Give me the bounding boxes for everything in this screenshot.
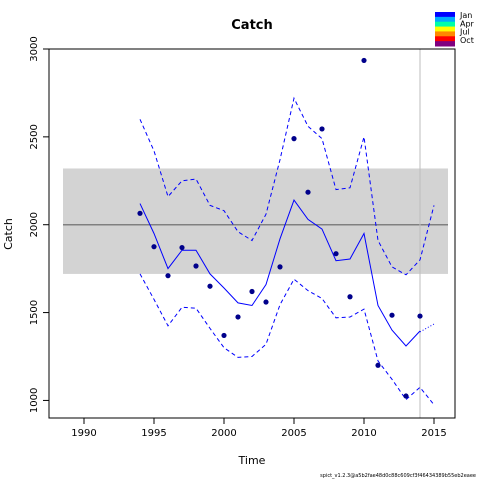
observed-point <box>389 312 395 318</box>
y-tick-label: 1000 <box>29 388 40 413</box>
observed-point <box>333 251 339 257</box>
y-tick-label: 3000 <box>29 36 40 61</box>
legend-color-swatch <box>435 31 455 37</box>
legend-color-swatch <box>435 16 455 23</box>
x-tick-label: 2005 <box>281 428 306 439</box>
observed-point <box>193 263 199 269</box>
x-tick-label: 2010 <box>351 428 376 439</box>
observed-point <box>319 126 325 132</box>
chart-title: Catch <box>231 18 273 33</box>
x-axis-label: Time <box>238 454 266 467</box>
observed-point <box>221 332 227 339</box>
observed-point <box>249 288 255 295</box>
footer-version: spict_v1.2.3@a5b2fae48d0c88c609cf3f46434… <box>320 473 476 479</box>
legend-color-swatch <box>435 12 455 18</box>
observed-point <box>263 299 269 305</box>
x-tick-label: 2015 <box>421 428 446 439</box>
estimate-line <box>139 199 421 347</box>
legend-color-swatch <box>435 41 455 47</box>
legend-color-swatch <box>435 36 455 42</box>
y-tick-label: 2000 <box>29 212 40 237</box>
y-tick-label: 2500 <box>29 124 40 149</box>
observed-point <box>137 210 143 216</box>
observed-point <box>165 273 171 279</box>
observed-point <box>151 244 157 250</box>
y-axis-label: Catch <box>2 218 15 250</box>
x-tick-label: 2000 <box>211 428 236 439</box>
legend-label: Apr <box>460 19 475 28</box>
observed-point <box>361 57 367 64</box>
observed-point <box>291 136 297 142</box>
y-tick-label: 1500 <box>29 300 40 325</box>
observed-point <box>277 264 283 270</box>
lower-ci-line <box>139 273 435 406</box>
observed-point <box>347 294 353 300</box>
legend-label: Jan <box>459 11 472 20</box>
reference-band <box>63 168 448 274</box>
legend-label: Oct <box>460 36 474 45</box>
plot-layer <box>63 49 448 418</box>
observed-point <box>235 314 241 320</box>
plot-frame <box>48 48 456 419</box>
legend-label: Jul <box>459 28 470 37</box>
legend-color-swatch <box>435 26 455 32</box>
x-tick-label: 1995 <box>141 428 166 439</box>
observed-point <box>179 244 185 251</box>
axis-layer: 1990 1995 2000 2005 2010 2015 1000 1500 2000 2500… <box>29 36 456 439</box>
x-tick-label: 1990 <box>71 428 96 439</box>
observed-point <box>375 362 381 368</box>
observed-point <box>207 283 213 289</box>
observed-point <box>417 313 423 319</box>
observed-point <box>305 189 311 195</box>
observed-point <box>403 393 409 399</box>
legend-color-swatch <box>435 21 455 28</box>
prediction-line <box>419 323 435 333</box>
